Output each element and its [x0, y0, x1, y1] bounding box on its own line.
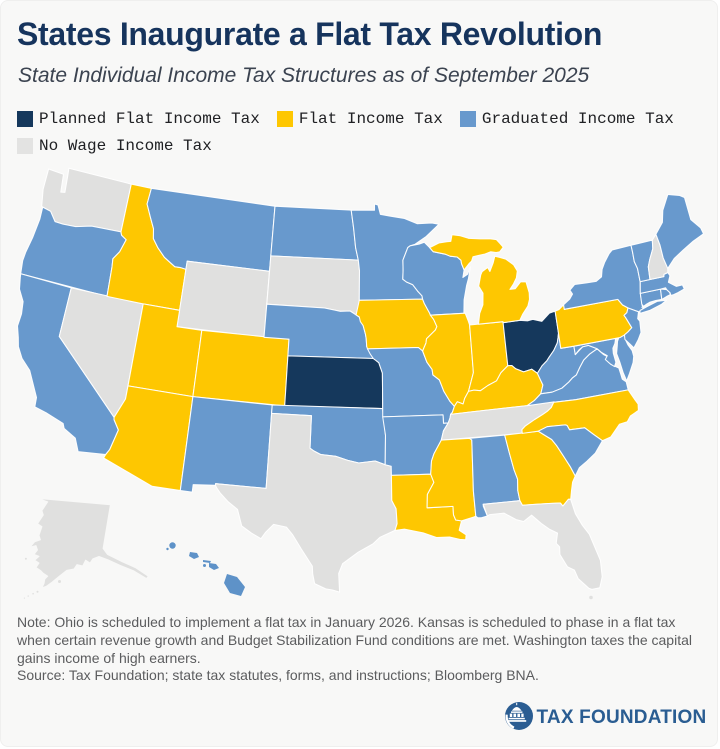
- svg-text:TAX FOUNDATION: TAX FOUNDATION: [537, 707, 707, 728]
